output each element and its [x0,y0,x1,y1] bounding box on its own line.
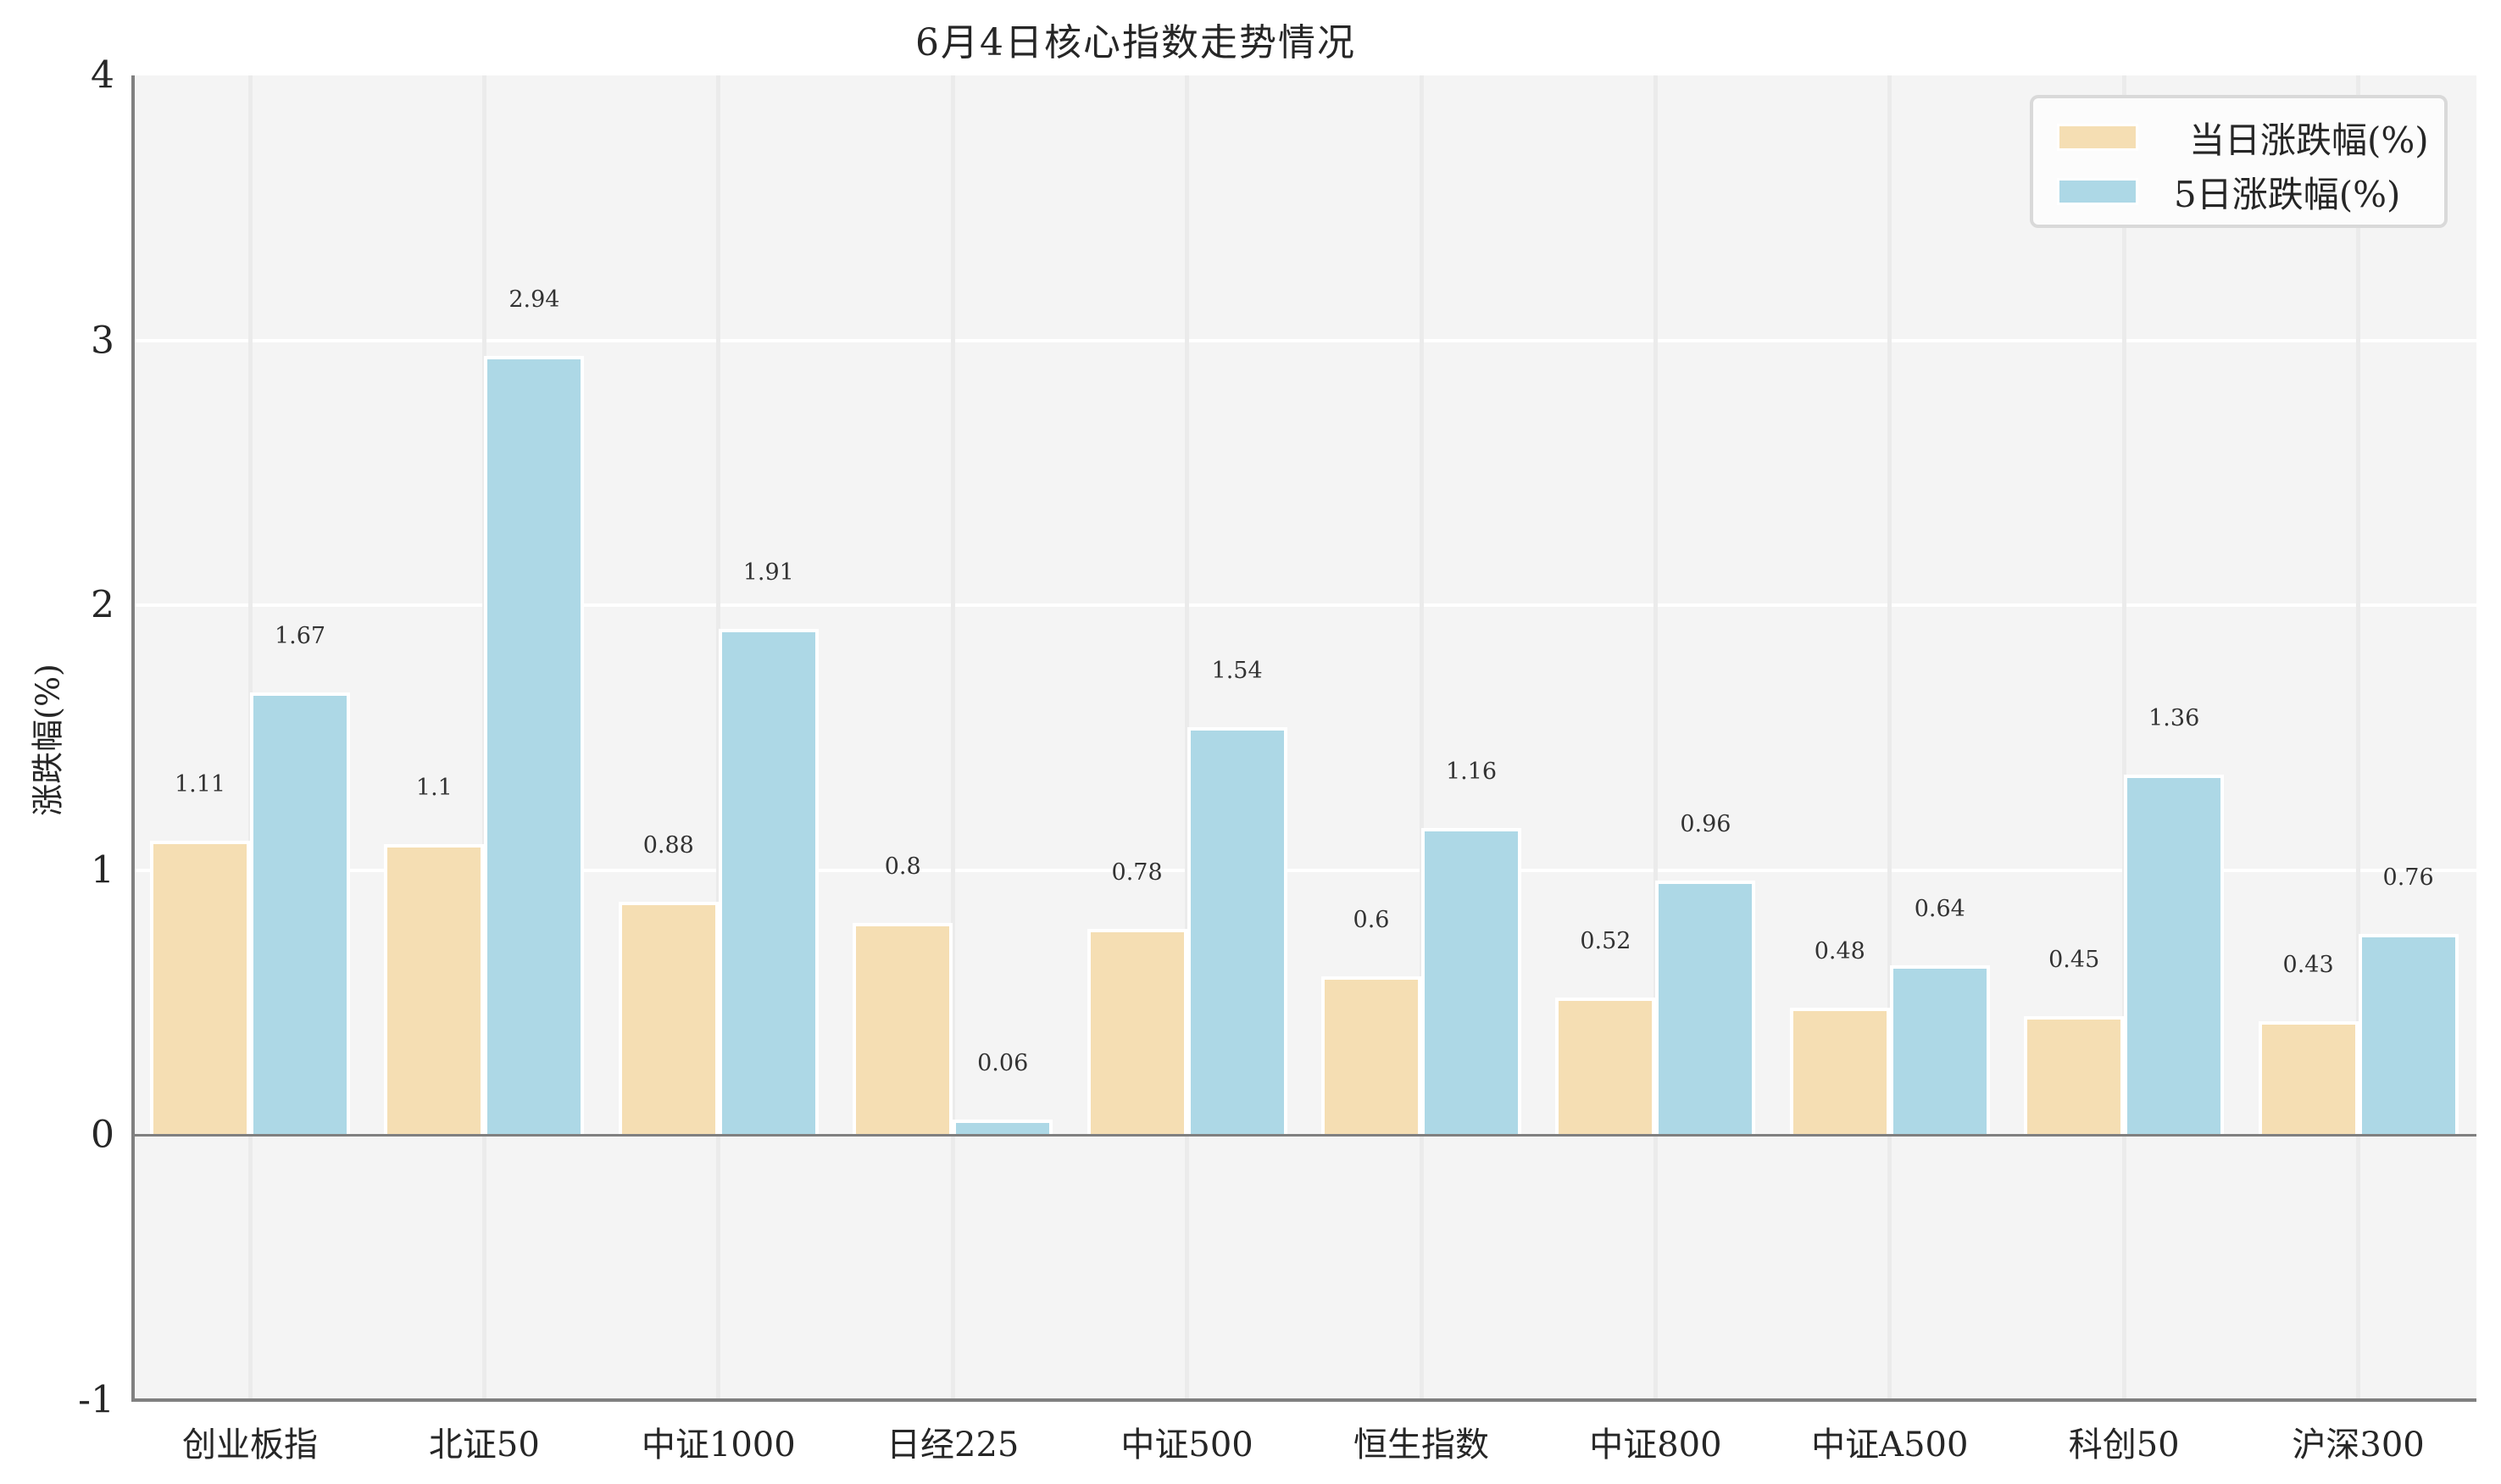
bar-daily-change [1789,1008,1890,1136]
data-label: 0.78 [1111,859,1163,886]
legend-label-5day: 5日涨跌幅(%) [2174,173,2401,215]
bar-5day-change [1421,827,1521,1136]
gridline-horizontal [133,868,2476,872]
data-label: 0.88 [642,832,694,859]
data-label: 0.48 [1814,938,1865,965]
bar-daily-change [150,841,250,1136]
data-label: 1.54 [1211,657,1263,684]
data-label: 0.76 [2382,864,2434,891]
bar-5day-change [953,1119,1053,1136]
legend-label-daily: 当日涨跌幅(%) [2189,119,2429,161]
y-tick-label: -1 [78,1378,114,1422]
x-tick-label: 中证500 [1120,1426,1253,1465]
bar-5day-change [1889,965,1990,1136]
bar-5day-change [1187,726,1287,1136]
gridline-vertical [950,75,955,1400]
zero-line [133,1134,2476,1137]
bar-daily-change [1087,928,1187,1136]
gridline-vertical [1419,75,1424,1400]
bar-5day-change [718,629,819,1136]
y-tick-label: 0 [91,1113,114,1157]
y-axis-line [131,75,135,1402]
x-tick-label: 沪深300 [2292,1426,2425,1465]
bar-5day-change [1655,881,1756,1136]
data-label: 0.96 [1680,811,1731,838]
bar-daily-change [2258,1020,2359,1136]
bar-5day-change [250,692,350,1136]
y-tick-label: 4 [91,53,114,97]
bar-5day-change [2358,933,2459,1136]
gridline-vertical [1887,75,1892,1400]
y-tick-label: 3 [91,319,114,363]
x-tick-label: 恒生指数 [1353,1426,1489,1465]
bar-daily-change [384,843,485,1136]
bar-5day-change [484,356,585,1136]
bar-5day-change [2124,775,2225,1136]
x-tick-label: 创业板指 [182,1426,318,1465]
x-tick-label: 中证A500 [1811,1426,1969,1465]
gridline-horizontal [133,603,2476,608]
bar-daily-change [1321,975,1421,1136]
data-label: 0.8 [884,853,921,881]
data-label: 1.11 [174,771,226,798]
legend-swatch-daily [2057,124,2138,151]
x-tick-label: 科创50 [2068,1426,2180,1465]
chart-title: 6月4日核心指数走势情况 [915,21,1356,64]
bar-daily-change [1555,997,1656,1136]
x-tick-label: 日经225 [886,1426,1020,1465]
y-tick-label: 2 [91,583,114,627]
data-label: 2.94 [509,286,560,314]
x-tick-label: 中证800 [1589,1426,1722,1465]
data-label: 1.36 [2148,705,2200,732]
legend: 当日涨跌幅(%) 5日涨跌幅(%) [2030,95,2448,228]
x-axis-line [131,1398,2476,1402]
y-axis-label: 涨跌幅(%) [29,664,67,816]
legend-swatch-5day [2057,178,2138,205]
data-label: 1.16 [1445,758,1498,785]
data-label: 0.43 [2282,951,2334,978]
data-label: 1.67 [274,623,326,650]
legend-item-5day: 5日涨跌幅(%) [2057,174,2400,215]
gridline-vertical [1653,75,1658,1400]
bar-daily-change [618,902,719,1136]
gridline-vertical [2356,75,2361,1400]
gridline-horizontal [133,338,2476,342]
data-label: 0.6 [1353,906,1390,933]
data-label: 1.91 [742,559,794,586]
bar-daily-change [2024,1015,2125,1136]
data-label: 0.64 [1914,896,1965,923]
data-label: 0.52 [1580,927,1631,954]
data-label: 0.45 [2048,946,2100,973]
x-tick-label: 北证50 [428,1426,540,1465]
x-tick-label: 中证1000 [641,1426,796,1465]
gridline-vertical [2121,75,2126,1400]
data-label: 1.1 [415,774,453,801]
legend-item-daily: 当日涨跌幅(%) [2057,119,2429,161]
data-label: 0.06 [977,1049,1029,1076]
y-tick-label: 1 [91,848,114,892]
bar-daily-change [853,923,953,1136]
